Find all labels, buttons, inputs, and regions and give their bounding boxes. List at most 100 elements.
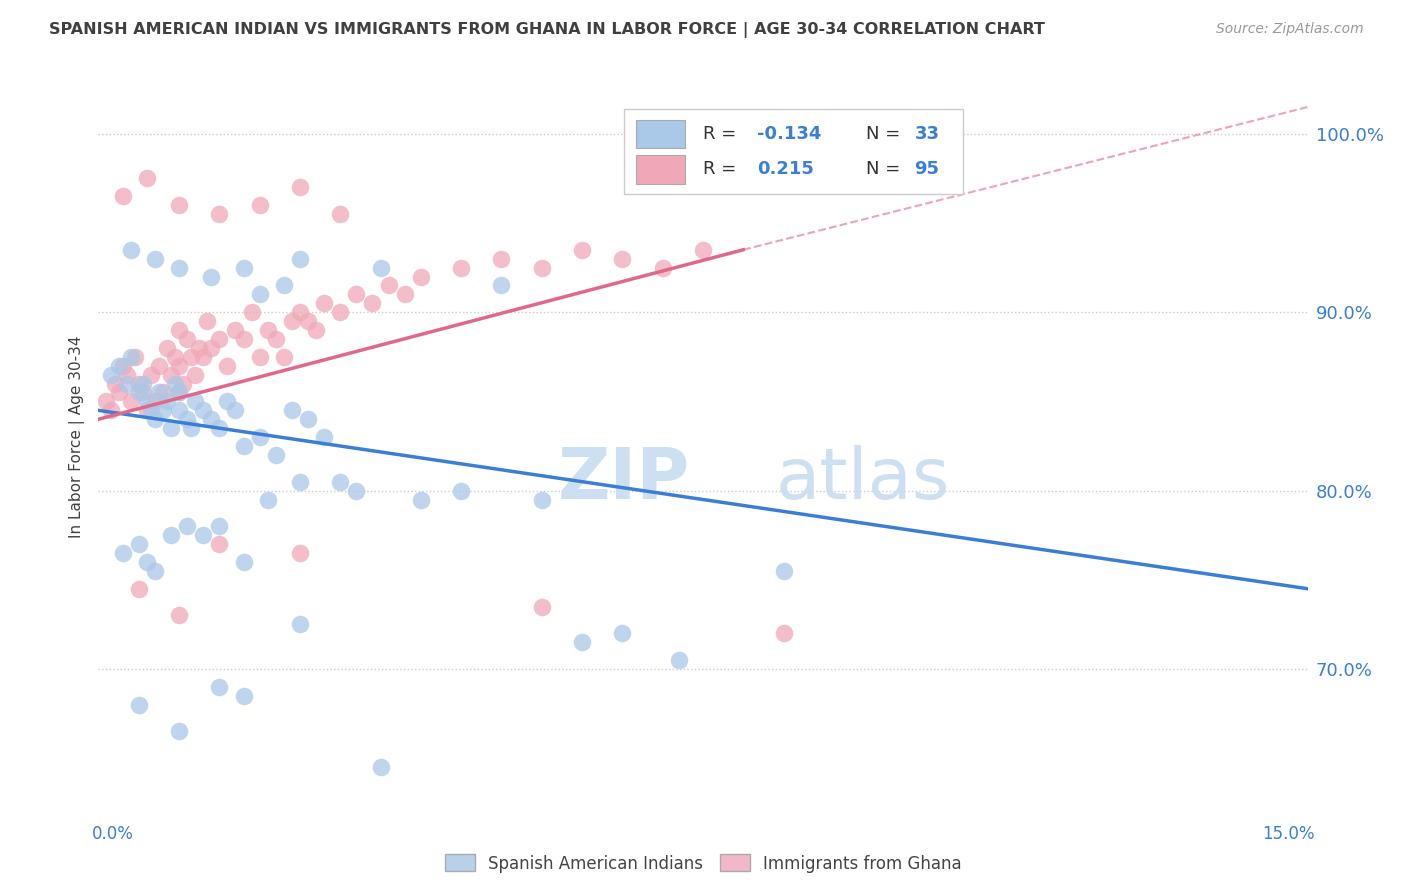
Point	[530, 599, 553, 614]
Point	[143, 564, 166, 578]
Point	[103, 376, 125, 391]
Text: 0.215: 0.215	[758, 161, 814, 178]
Point	[288, 475, 311, 489]
Point	[180, 350, 202, 364]
Point	[167, 608, 190, 623]
Point	[370, 260, 392, 275]
Point	[143, 412, 166, 426]
Text: SPANISH AMERICAN INDIAN VS IMMIGRANTS FROM GHANA IN LABOR FORCE | AGE 30-34 CORR: SPANISH AMERICAN INDIAN VS IMMIGRANTS FR…	[49, 22, 1045, 38]
Point	[377, 278, 399, 293]
Point	[111, 359, 134, 373]
Point	[612, 626, 634, 640]
Point	[491, 278, 513, 293]
Point	[128, 698, 150, 712]
Point	[612, 252, 634, 266]
Point	[281, 314, 304, 328]
Point	[135, 171, 157, 186]
Point	[135, 555, 157, 569]
Point	[167, 724, 190, 739]
Point	[193, 528, 215, 542]
Point	[329, 475, 352, 489]
Point	[288, 305, 311, 319]
Point	[152, 385, 174, 400]
Point	[224, 403, 246, 417]
Point	[288, 180, 311, 194]
Point	[208, 207, 231, 221]
Point	[208, 421, 231, 435]
Point	[314, 430, 336, 444]
Point	[273, 278, 295, 293]
Point	[288, 617, 311, 632]
Text: 95: 95	[915, 161, 939, 178]
Point	[329, 207, 352, 221]
Point	[249, 198, 271, 212]
Point	[409, 269, 432, 284]
Point	[530, 492, 553, 507]
Text: N =: N =	[866, 161, 907, 178]
Point	[273, 350, 295, 364]
Point	[232, 555, 254, 569]
Point	[297, 412, 319, 426]
Point	[224, 323, 246, 337]
Point	[135, 403, 157, 417]
Point	[163, 376, 186, 391]
Point	[264, 448, 287, 462]
Point	[132, 385, 155, 400]
Point	[200, 269, 222, 284]
Point	[167, 323, 190, 337]
Point	[100, 403, 122, 417]
FancyBboxPatch shape	[624, 109, 963, 194]
Point	[450, 483, 472, 498]
Point	[156, 394, 179, 409]
Point	[120, 243, 142, 257]
Point	[120, 394, 142, 409]
Point	[115, 376, 138, 391]
Point	[143, 394, 166, 409]
Point	[124, 350, 146, 364]
Point	[184, 368, 207, 382]
Point	[180, 421, 202, 435]
Point	[193, 350, 215, 364]
Point	[167, 260, 190, 275]
Point	[160, 528, 183, 542]
Text: atlas: atlas	[776, 445, 950, 515]
Point	[172, 376, 194, 391]
Point	[193, 403, 215, 417]
Point	[281, 403, 304, 417]
Point	[450, 260, 472, 275]
Point	[128, 385, 150, 400]
Point	[200, 412, 222, 426]
Point	[256, 492, 278, 507]
Text: 15.0%: 15.0%	[1263, 825, 1315, 843]
Point	[107, 359, 129, 373]
Point	[208, 519, 231, 533]
Point	[668, 653, 690, 667]
Point	[132, 376, 155, 391]
Point	[297, 314, 319, 328]
Point	[160, 368, 183, 382]
FancyBboxPatch shape	[637, 155, 685, 184]
Point	[188, 341, 211, 355]
Point	[305, 323, 328, 337]
Point	[232, 439, 254, 453]
Text: R =: R =	[703, 161, 748, 178]
Point	[208, 332, 231, 346]
Point	[288, 252, 311, 266]
Text: 0.0%: 0.0%	[91, 825, 134, 843]
Point	[120, 350, 142, 364]
Text: R =: R =	[703, 125, 742, 143]
Point	[111, 189, 134, 203]
Point	[135, 394, 157, 409]
Text: Source: ZipAtlas.com: Source: ZipAtlas.com	[1216, 22, 1364, 37]
Point	[288, 546, 311, 560]
Point	[329, 305, 352, 319]
Point	[314, 296, 336, 310]
Point	[249, 430, 271, 444]
Point	[96, 394, 118, 409]
Point	[195, 314, 218, 328]
Point	[100, 368, 122, 382]
Y-axis label: In Labor Force | Age 30-34: In Labor Force | Age 30-34	[69, 335, 84, 539]
Legend: Spanish American Indians, Immigrants from Ghana: Spanish American Indians, Immigrants fro…	[437, 847, 969, 880]
Point	[651, 260, 673, 275]
Text: -0.134: -0.134	[758, 125, 821, 143]
